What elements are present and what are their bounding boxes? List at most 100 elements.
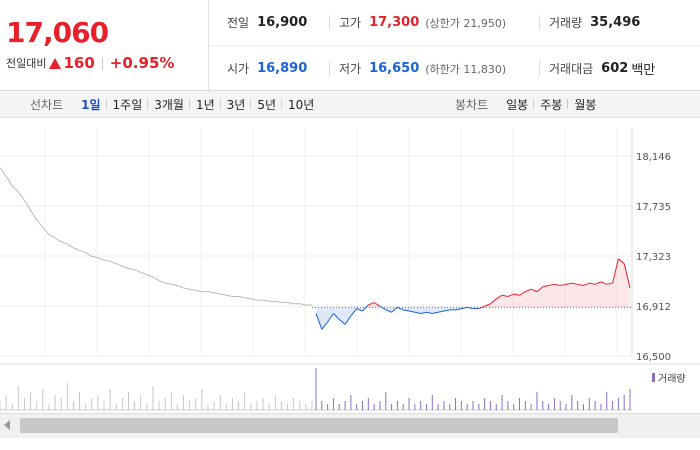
divider: [539, 15, 540, 30]
today-line-segment: [530, 288, 538, 293]
today-fill: [420, 307, 427, 314]
stat-trade-amount: 거래대금 602 백만: [539, 46, 655, 91]
today-fill: [507, 294, 514, 308]
divider: [101, 56, 103, 70]
stat-label: 시가: [227, 62, 250, 76]
period-list: 1일 1주일 3개월 1년 3년 5년 10년: [75, 96, 320, 113]
today-line-segment: [513, 293, 520, 296]
today-fill: [560, 284, 567, 308]
today-line-segment: [426, 311, 433, 314]
today-fill: [339, 307, 346, 325]
tab-period-5[interactable]: 5년: [250, 96, 282, 113]
stat-low: 저가 16,650 (하한가 11,830): [329, 46, 507, 91]
today-line-segment: [577, 283, 584, 287]
today-line-segment: [362, 304, 369, 312]
today-fill: [374, 302, 380, 308]
today-fill: [356, 307, 363, 312]
tab-candle-2[interactable]: 월봉: [567, 96, 602, 113]
candle-chart-label: 봉차트: [455, 97, 489, 112]
today-line-segment: [589, 282, 596, 285]
tab-candle-1[interactable]: 주봉: [533, 96, 568, 113]
today-fill: [548, 284, 555, 308]
today-fill: [321, 307, 328, 330]
today-fill: [612, 258, 619, 308]
tab-period-1[interactable]: 1주일: [105, 96, 149, 113]
today-fill: [362, 304, 369, 312]
change-value: 160: [63, 54, 95, 72]
today-fill: [566, 283, 572, 308]
today-line-segment: [420, 311, 427, 314]
today-fill: [554, 284, 561, 308]
today-line-segment: [594, 281, 602, 285]
today-line-segment: [606, 282, 613, 285]
today-fill: [513, 294, 520, 308]
today-line-segment: [443, 309, 450, 312]
today-line-segment: [565, 282, 572, 285]
candle-list: 일봉 주봉 월봉: [500, 96, 602, 113]
volume-legend-swatch: [652, 373, 655, 382]
today-fill: [333, 307, 340, 320]
today-line-segment: [501, 294, 508, 297]
today-fill: [577, 284, 584, 308]
today-line-segment: [455, 308, 462, 311]
today-fill: [385, 307, 392, 313]
today-line-segment: [623, 263, 631, 289]
line-chart-periods: 선차트 1일 1주일 3개월 1년 3년 5년 10년: [30, 91, 320, 117]
divider: [329, 15, 330, 30]
tab-candle-0[interactable]: 일봉: [506, 97, 529, 112]
today-fill: [542, 285, 549, 308]
today-line-segment: [344, 315, 352, 325]
today-fill: [316, 307, 322, 330]
tab-period-3[interactable]: 1년: [188, 96, 221, 113]
today-fill: [432, 307, 439, 314]
tab-period-0[interactable]: 1일: [81, 97, 101, 112]
today-line-segment: [432, 311, 439, 314]
today-line-segment: [327, 313, 334, 323]
scroll-left-icon[interactable]: [4, 420, 10, 430]
today-line-segment: [560, 283, 567, 287]
today-line-segment: [495, 294, 503, 300]
today-line-segment: [484, 303, 491, 307]
today-fill: [368, 302, 375, 308]
today-line-segment: [438, 310, 445, 313]
today-fill: [327, 307, 334, 322]
quote-header: 17,060 전일대비 160 +0.95% 전일 16,900 고가 17,3…: [0, 0, 700, 91]
stats-row-2: 시가 16,890 저가 16,650 (하한가 11,830) 거래대금 60…: [209, 45, 700, 91]
stat-value: 16,900: [257, 15, 308, 30]
tab-period-6[interactable]: 10년: [281, 96, 320, 113]
stat-sub: (하한가 11,830): [425, 62, 507, 76]
tab-period-2[interactable]: 3개월: [147, 96, 190, 113]
tab-period-4[interactable]: 3년: [219, 96, 252, 113]
stat-high: 고가 17,300 (상한가 21,950): [329, 0, 506, 45]
stat-label: 고가: [339, 16, 362, 30]
today-fill: [490, 298, 497, 308]
y-tick-label: 16,912: [636, 302, 671, 313]
today-line-segment: [554, 283, 561, 287]
today-line-segment: [333, 313, 340, 320]
today-line-segment: [350, 308, 358, 317]
today-fill: [571, 283, 578, 308]
stat-label: 저가: [339, 62, 362, 76]
change-percent: +0.95%: [109, 54, 175, 72]
chart-scrollbar[interactable]: [0, 413, 700, 438]
today-line-segment: [548, 283, 555, 287]
today-line-segment: [397, 306, 404, 311]
today-fill: [467, 307, 473, 309]
today-line-segment: [571, 282, 578, 285]
today-line-segment: [414, 311, 421, 314]
today-line-segment: [373, 302, 381, 307]
stat-value: 35,496: [590, 15, 641, 30]
today-fill: [426, 307, 433, 314]
today-line-segment: [461, 306, 468, 310]
stat-value: 602: [601, 61, 629, 76]
y-tick-label: 16,500: [636, 352, 671, 363]
today-line-segment: [403, 309, 410, 312]
today-fill: [438, 307, 444, 313]
current-price: 17,060: [6, 16, 109, 49]
today-fill: [595, 281, 601, 308]
y-tick-label: 18,146: [636, 152, 671, 163]
chart-toolbar: 선차트 1일 1주일 3개월 1년 3년 5년 10년 봉차트 일봉 주봉 월봉: [0, 91, 700, 118]
today-fill: [583, 283, 590, 308]
scroll-thumb[interactable]: [20, 418, 618, 433]
today-line-segment: [408, 310, 415, 313]
